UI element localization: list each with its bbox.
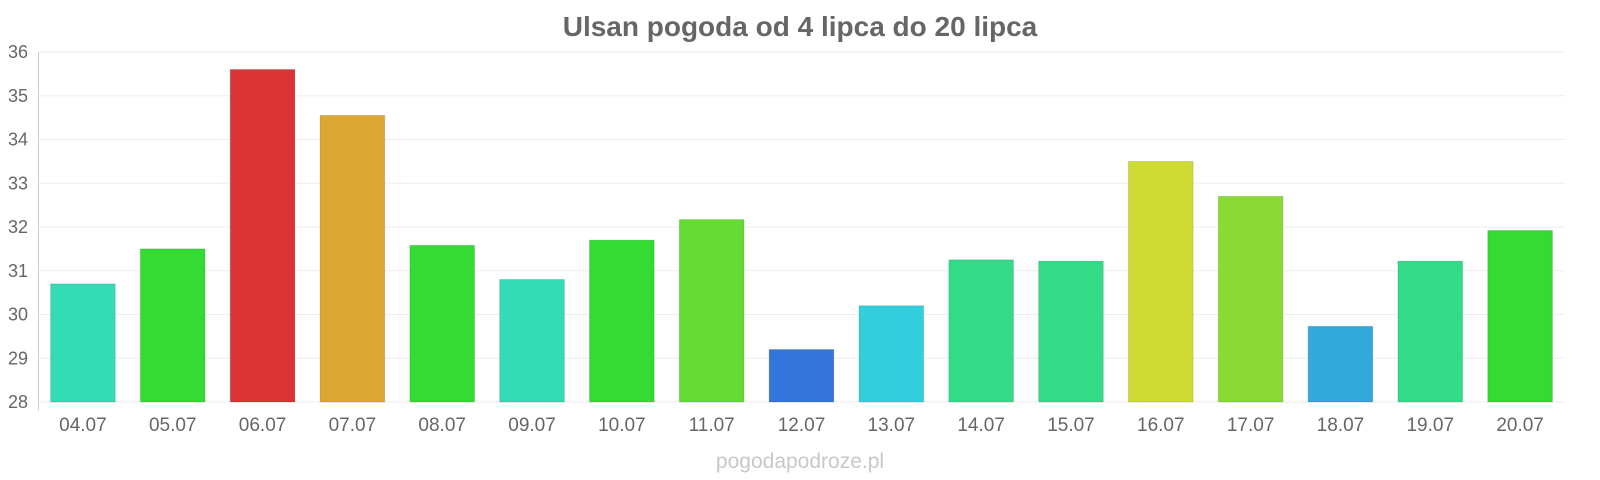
x-tick-label: 14.07 (957, 415, 1005, 436)
y-tick-label: 30 (8, 305, 28, 325)
y-tick-label: 29 (8, 348, 28, 368)
x-axis-ticks: 04.07 05.07 06.07 07.07 08.07 09.07 10.07 11.07… (59, 415, 1544, 436)
bar-07.07 (319, 114, 386, 403)
x-tick-label: 07.07 (329, 415, 377, 436)
bar-15.07 (1038, 260, 1104, 403)
x-tick-label: 15.07 (1047, 415, 1095, 436)
x-tick-label: 18.07 (1317, 415, 1365, 436)
y-tick-label: 34 (8, 130, 28, 150)
x-tick-label: 09.07 (508, 415, 556, 436)
bar-05.07 (139, 248, 206, 403)
bar-10.07 (589, 239, 655, 403)
bar-18.07 (1307, 325, 1374, 403)
bar-06.07 (229, 69, 296, 403)
y-tick-label: 33 (8, 173, 28, 193)
y-tick-label: 32 (8, 217, 28, 237)
y-axis-ticks: 28 29 30 31 32 33 34 35 36 (8, 42, 28, 412)
x-tick-label: 06.07 (239, 415, 287, 436)
x-tick-label: 05.07 (149, 415, 197, 436)
bar-20.07 (1487, 230, 1553, 403)
x-tick-label: 04.07 (59, 415, 107, 436)
watermark: pogodapodroze.pl (715, 450, 885, 473)
x-tick-label: 19.07 (1406, 415, 1454, 436)
y-tick-label: 35 (8, 86, 28, 106)
bar-11.07 (678, 219, 745, 403)
bar-08.07 (409, 244, 476, 403)
x-tick-label: 10.07 (598, 415, 646, 436)
y-tick-label: 36 (8, 42, 28, 62)
bar-19.07 (1397, 260, 1464, 403)
bar-04.07 (50, 283, 116, 403)
chart-title: Ulsan pogoda od 4 lipca do 20 lipca (563, 11, 1038, 42)
x-tick-label: 17.07 (1227, 415, 1275, 436)
x-tick-label: 16.07 (1137, 415, 1185, 436)
x-tick-label: 20.07 (1496, 415, 1544, 436)
y-tick-label: 28 (8, 392, 28, 412)
x-tick-label: 08.07 (418, 415, 466, 436)
bar-13.07 (858, 305, 925, 403)
x-tick-label: 11.07 (689, 415, 735, 436)
bars (50, 69, 1553, 403)
bar-17.07 (1217, 195, 1284, 403)
y-tick-label: 31 (8, 261, 28, 281)
bar-16.07 (1127, 160, 1194, 403)
x-tick-label: 13.07 (868, 415, 916, 436)
x-tick-label: 12.07 (778, 415, 826, 436)
bar-09.07 (499, 279, 565, 403)
bar-12.07 (768, 349, 835, 403)
bar-14.07 (948, 259, 1014, 403)
